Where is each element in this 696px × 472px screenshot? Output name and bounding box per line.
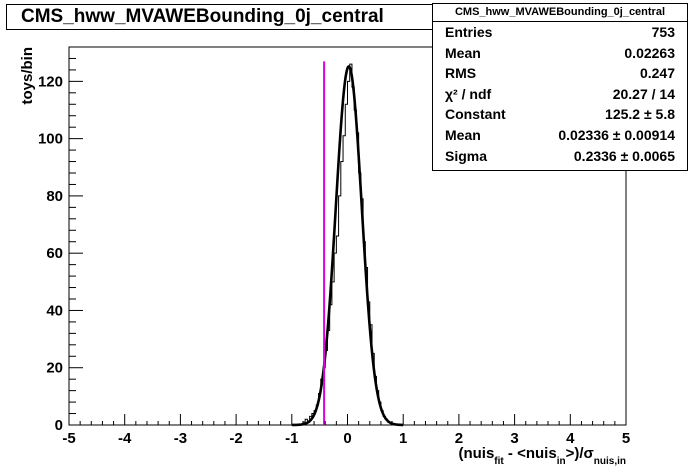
x-label-sub-nuis: nuis,in: [594, 456, 626, 467]
y-tick-label: 20: [46, 360, 63, 377]
stats-row: RMS 0.247: [433, 63, 687, 84]
x-tick-label: 3: [510, 430, 518, 447]
y-tick-label: 120: [38, 73, 63, 90]
stats-row: Mean 0.02336 ± 0.00914: [433, 125, 687, 146]
stats-header: CMS_hww_MVAWEBounding_0j_central: [433, 4, 687, 22]
chart-title: CMS_hww_MVAWEBounding_0j_central: [6, 4, 438, 30]
stats-label: RMS: [445, 65, 477, 82]
y-tick-label: 80: [46, 188, 63, 205]
x-tick-label: 2: [455, 430, 463, 447]
x-tick-label: -1: [285, 430, 298, 447]
x-tick-label: -4: [118, 430, 132, 447]
x-axis-ticks: -5 -4 -3 -2 -1 0 1 2 3 4 5: [62, 414, 630, 447]
stats-value: 20.27 / 14: [612, 85, 675, 102]
stats-row: Constant 125.2 ± 5.8: [433, 104, 687, 125]
x-tick-label: 0: [343, 430, 351, 447]
x-tick-label: -5: [62, 430, 75, 447]
y-axis-label: toys/bin: [19, 47, 36, 105]
gaussian-fit-curve: [291, 65, 404, 427]
stats-row: Entries 753: [433, 22, 687, 43]
x-axis-label: (nuisfit - <nuisin>)/σnuis,in: [458, 445, 626, 467]
fit-curve: [291, 65, 404, 427]
stats-label: χ² / ndf: [445, 85, 492, 102]
stats-label: Sigma: [445, 147, 488, 164]
stats-value: 0.247: [639, 65, 675, 82]
y-tick-label: 60: [46, 245, 63, 262]
x-tick-label: 1: [399, 430, 407, 447]
x-tick-label: -3: [174, 430, 187, 447]
stats-value: 0.2336 ± 0.0065: [573, 147, 675, 164]
stats-value: 125.2 ± 5.8: [605, 106, 675, 123]
stats-label: Mean: [445, 44, 481, 61]
y-tick-label: 0: [55, 417, 63, 434]
x-label-part-e: >)/σ: [566, 445, 594, 462]
stats-box: CMS_hww_MVAWEBounding_0j_central Entries…: [432, 3, 688, 171]
x-label-part-c: - <nuis: [504, 445, 557, 462]
y-tick-label: 40: [46, 302, 63, 319]
stats-label: Mean: [445, 126, 481, 143]
x-label-sub-fit: fit: [494, 456, 504, 467]
x-tick-label: 4: [566, 430, 575, 447]
stats-value: 753: [651, 24, 675, 40]
stats-label: Entries: [445, 24, 493, 40]
y-axis-ticks: 0 20 40 60 80 100 120: [38, 46, 83, 434]
x-label-part-a: (nuis: [458, 445, 494, 462]
stats-row: χ² / ndf 20.27 / 14: [433, 84, 687, 105]
stats-row: Mean 0.02263: [433, 43, 687, 64]
y-tick-label: 100: [38, 131, 63, 148]
x-tick-label: -2: [229, 430, 242, 447]
stats-value: 0.02336 ± 0.00914: [558, 126, 675, 143]
x-tick-label: 5: [622, 430, 630, 447]
stats-row: Sigma 0.2336 ± 0.0065: [433, 146, 687, 167]
stats-label: Constant: [445, 106, 506, 123]
stats-value: 0.02263: [624, 44, 675, 61]
x-label-sub-in: in: [557, 456, 566, 467]
